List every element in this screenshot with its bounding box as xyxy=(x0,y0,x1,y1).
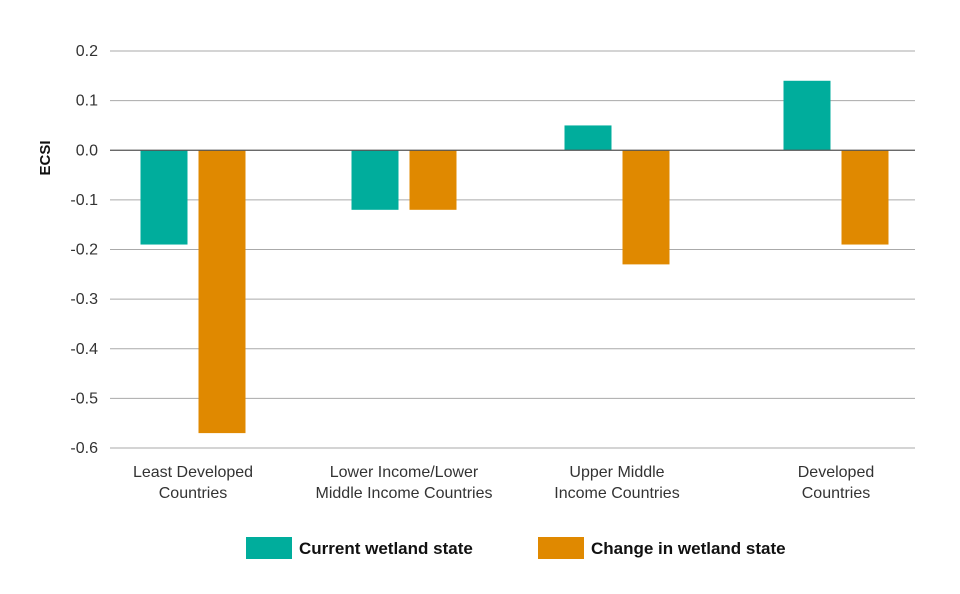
bars xyxy=(140,80,889,434)
x-category-label: Middle Income Countries xyxy=(316,485,493,502)
bar-current-wetland-state xyxy=(564,125,612,151)
bar-current-wetland-state xyxy=(140,150,188,245)
bar-current-wetland-state xyxy=(783,80,831,151)
y-axis-label: ECSI xyxy=(37,140,54,175)
x-category-label: Countries xyxy=(159,485,227,502)
y-tick-label: -0.5 xyxy=(70,390,98,407)
x-category-label: Upper Middle xyxy=(569,464,664,481)
y-tick-label: 0.1 xyxy=(76,93,98,110)
y-tick-label: 0.2 xyxy=(76,43,98,60)
legend: Current wetland state Change in wetland s… xyxy=(246,537,786,559)
x-category-label: Income Countries xyxy=(554,485,679,502)
legend-swatch xyxy=(538,537,584,559)
y-tick-label: -0.1 xyxy=(70,192,98,209)
y-tick-label: -0.2 xyxy=(70,242,98,259)
bar-current-wetland-state xyxy=(351,150,399,210)
legend-label: Current wetland state xyxy=(299,539,473,558)
bar-change-in-wetland-state xyxy=(622,150,670,265)
y-tick-label: -0.4 xyxy=(70,341,98,358)
x-category-label: Least Developed xyxy=(133,464,253,481)
x-category-label: Developed xyxy=(798,464,875,481)
bar-change-in-wetland-state xyxy=(198,150,246,434)
bar-change-in-wetland-state xyxy=(409,150,457,210)
y-tick-label: 0.0 xyxy=(76,142,98,159)
y-tick-label: -0.3 xyxy=(70,291,98,308)
legend-swatch xyxy=(246,537,292,559)
x-axis-categories: Least Developed Countries Lower Income/Low… xyxy=(133,464,874,502)
legend-label: Change in wetland state xyxy=(591,539,786,558)
y-tick-label: -0.6 xyxy=(70,440,98,457)
x-category-label: Countries xyxy=(802,485,870,502)
bar-change-in-wetland-state xyxy=(841,150,889,245)
y-axis-ticks: 0.2 0.1 0.0 -0.1 -0.2 -0.3 -0.4 -0.5 -0.6 xyxy=(70,43,98,457)
x-category-label: Lower Income/Lower xyxy=(330,464,479,481)
